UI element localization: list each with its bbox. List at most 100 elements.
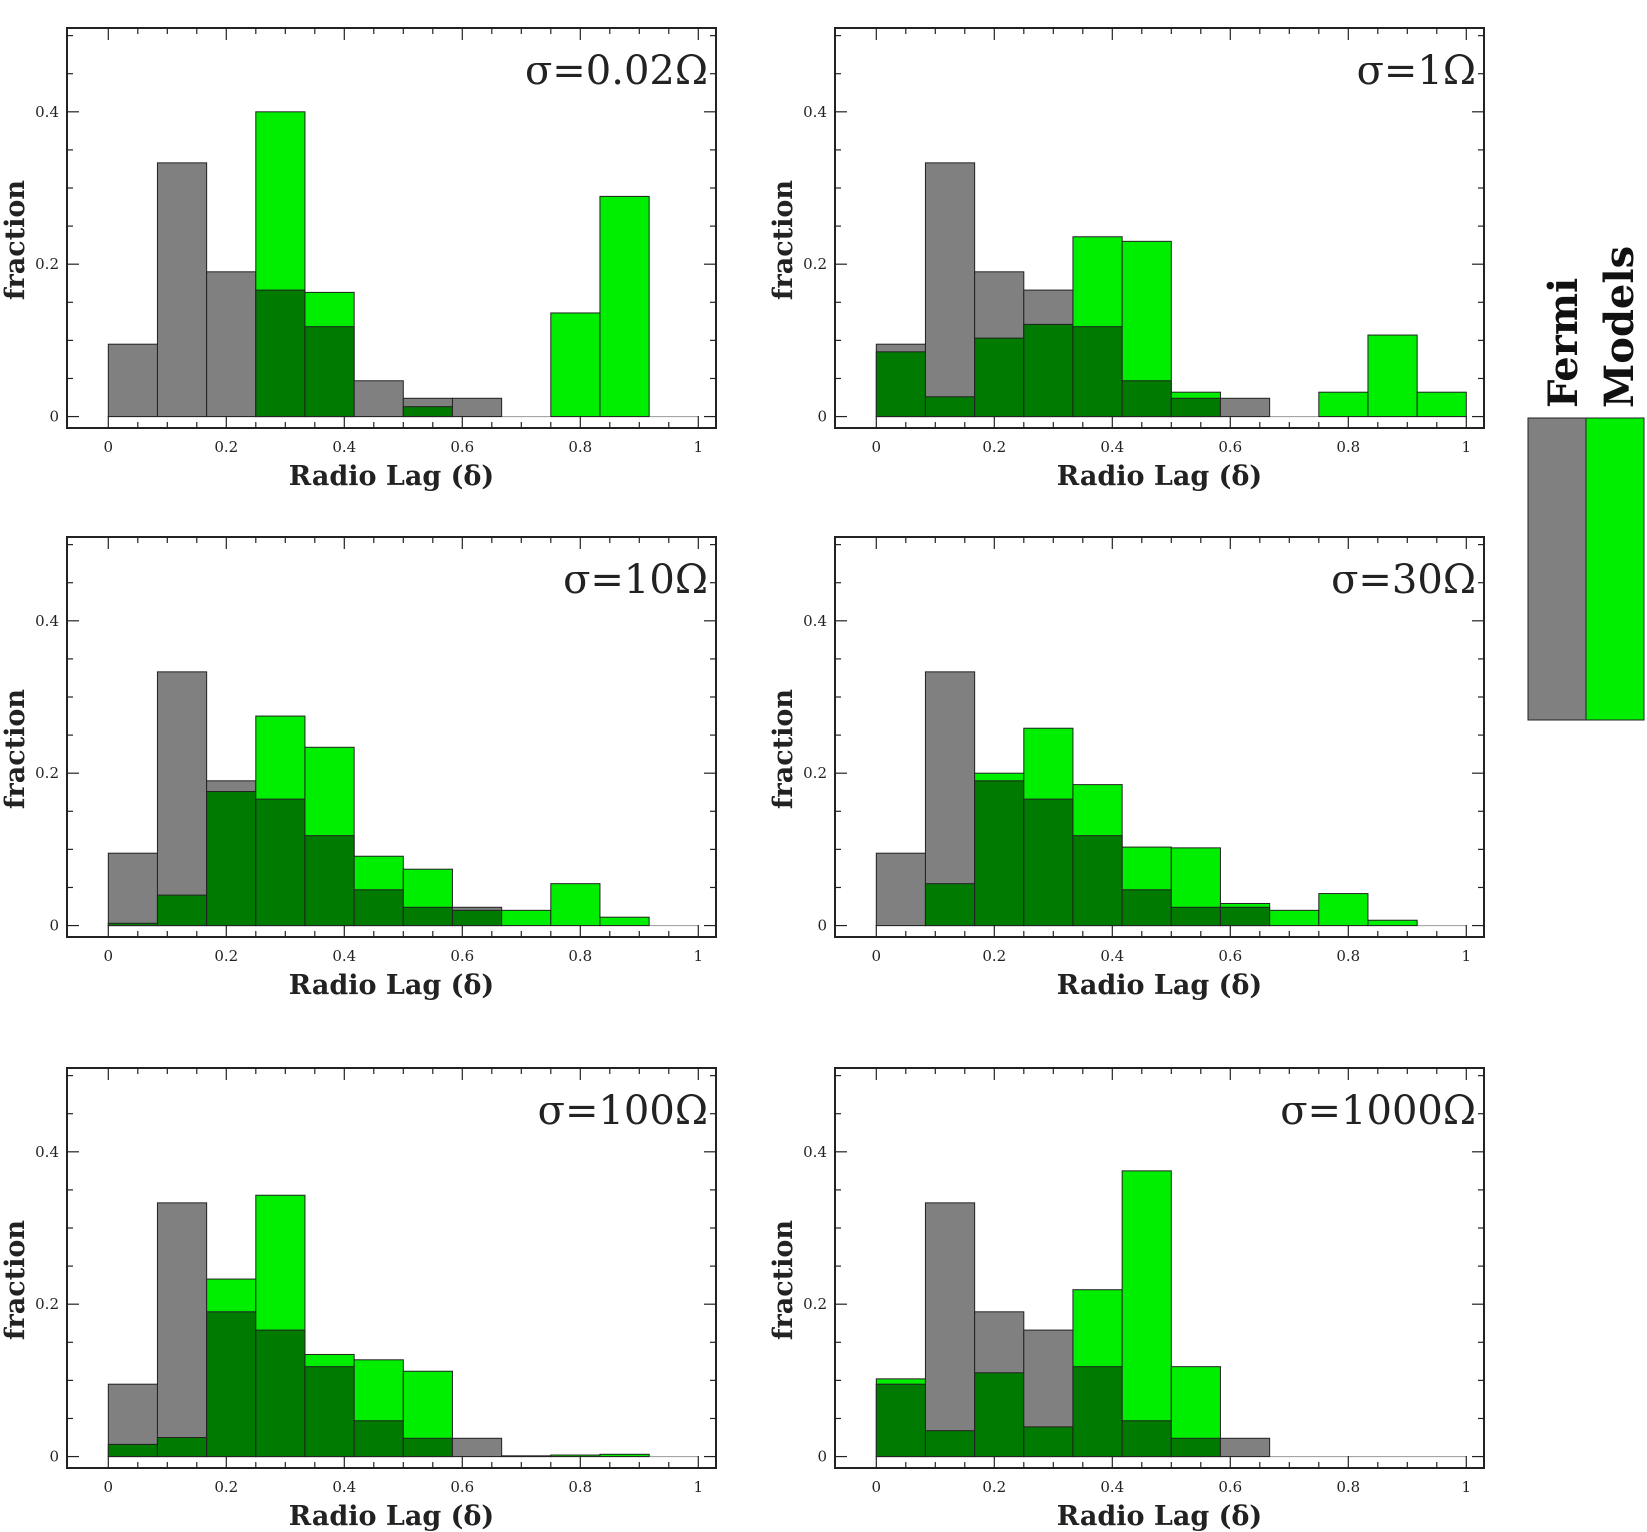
overlap-bar: [1170, 906, 1221, 927]
overlap-bar: [1072, 835, 1123, 927]
x-tick-label: 0: [872, 947, 882, 965]
legend: Fermi Models: [1527, 246, 1645, 721]
overlap-bar: [924, 396, 976, 418]
y-tick-label: 0.4: [35, 103, 59, 121]
x-axis-title: Radio Lag (δ): [289, 1501, 494, 1532]
overlap-bar: [1219, 906, 1271, 927]
plot-frame: [834, 1067, 1485, 1469]
models-bar: [1318, 391, 1369, 418]
fermi-bar: [1219, 1437, 1271, 1458]
overlap-bar: [402, 906, 453, 927]
overlap-bar: [353, 1420, 404, 1458]
y-tick-label: 0: [817, 1448, 827, 1466]
overlap-bar: [353, 889, 404, 927]
overlap-bar: [1023, 323, 1074, 418]
y-tick-label: 0.4: [803, 103, 827, 121]
overlap-bar: [1121, 380, 1172, 418]
panel-title: σ=1Ω: [1357, 48, 1476, 94]
x-tick-label: 0.2: [982, 1478, 1006, 1496]
overlap-bar: [255, 289, 306, 418]
models-bar: [501, 909, 552, 927]
x-tick-label: 0.2: [982, 947, 1006, 965]
overlap-bar: [255, 798, 306, 927]
fermi-bar: [107, 343, 158, 418]
overlap-bar: [974, 780, 1025, 927]
x-tick-label: 0.4: [332, 438, 356, 456]
fermi-bar: [924, 162, 976, 418]
overlap-bar: [156, 1437, 208, 1458]
x-tick-label: 0: [872, 1478, 882, 1496]
overlap-bar: [304, 1366, 355, 1458]
panel-title: σ=10Ω: [563, 557, 708, 603]
x-tick-label: 1: [1462, 438, 1472, 456]
y-tick-label: 0.2: [803, 1295, 827, 1313]
overlap-bar: [451, 909, 503, 927]
y-axis-title: fraction: [768, 180, 799, 301]
legend-fermi-label: Fermi: [1540, 278, 1587, 408]
x-tick-label: 0: [104, 438, 114, 456]
fermi-bar: [156, 671, 208, 927]
y-tick-label: 0: [817, 917, 827, 935]
overlap-bar: [1023, 798, 1074, 927]
overlap-bar: [255, 1329, 306, 1458]
x-tick-label: 0.6: [1218, 438, 1242, 456]
legend-fermi-swatch: [1527, 417, 1587, 721]
x-axis-title: Radio Lag (δ): [289, 461, 494, 492]
y-tick-label: 0: [49, 1448, 59, 1466]
fermi-bar: [875, 852, 926, 927]
y-tick-label: 0.2: [803, 255, 827, 273]
plot-frame: [66, 27, 717, 429]
y-tick-label: 0.2: [35, 255, 59, 273]
x-tick-label: 0.8: [568, 1478, 592, 1496]
overlap-bar: [974, 1372, 1025, 1458]
models-bar: [599, 195, 650, 418]
x-tick-label: 0.8: [1336, 1478, 1360, 1496]
x-axis-title: Radio Lag (δ): [1057, 461, 1262, 492]
overlap-bar: [1170, 1437, 1221, 1458]
y-tick-label: 0.4: [35, 1143, 59, 1161]
overlap-bar: [206, 790, 257, 927]
y-tick-label: 0.4: [803, 612, 827, 630]
overlap-bar: [1072, 326, 1123, 418]
x-tick-label: 0.4: [332, 947, 356, 965]
x-tick-label: 0.2: [214, 438, 238, 456]
chart-panel-3: 0 0.2 0.4 0.6 0.8 1 0 0.2 0.4 Radio Lag (δ) fracti…: [0, 536, 717, 1001]
fermi-bar: [206, 271, 257, 418]
models-bar: [1121, 1170, 1172, 1458]
y-tick-label: 0.2: [803, 764, 827, 782]
plot-frame: [834, 27, 1485, 429]
overlap-bar: [402, 1437, 453, 1458]
x-tick-label: 0.8: [568, 947, 592, 965]
overlap-bar: [974, 337, 1025, 418]
panel-title: σ=0.02Ω: [525, 48, 708, 94]
overlap-bar: [924, 883, 976, 927]
plot-frame: [66, 536, 717, 938]
y-tick-label: 0.2: [35, 764, 59, 782]
y-tick-label: 0: [49, 408, 59, 426]
chart-panel-2: 0 0.2 0.4 0.6 0.8 1 0 0.2 0.4 Radio Lag (δ) fracti…: [768, 27, 1485, 492]
x-tick-label: 0.8: [1336, 947, 1360, 965]
overlap-bar: [1170, 397, 1221, 418]
x-tick-label: 0.8: [568, 438, 592, 456]
y-axis-title: fraction: [0, 180, 31, 301]
x-tick-label: 0.6: [450, 438, 474, 456]
overlap-bar: [1072, 1366, 1123, 1458]
models-bar: [1416, 391, 1467, 418]
y-tick-label: 0.2: [35, 1295, 59, 1313]
models-bar: [550, 883, 601, 927]
overlap-bar: [875, 351, 926, 418]
x-tick-label: 0.6: [1218, 1478, 1242, 1496]
y-tick-label: 0.4: [35, 612, 59, 630]
models-bar: [1318, 893, 1369, 927]
overlap-bar: [1023, 1426, 1074, 1458]
x-axis-title: Radio Lag (δ): [1057, 970, 1262, 1001]
overlap-bar: [875, 1383, 926, 1458]
models-bar: [550, 312, 601, 418]
x-tick-label: 0.4: [332, 1478, 356, 1496]
overlap-bar: [1121, 889, 1172, 927]
y-tick-label: 0: [817, 408, 827, 426]
x-tick-label: 0.6: [450, 1478, 474, 1496]
x-tick-label: 0.8: [1336, 438, 1360, 456]
y-axis-title: fraction: [0, 1220, 31, 1341]
